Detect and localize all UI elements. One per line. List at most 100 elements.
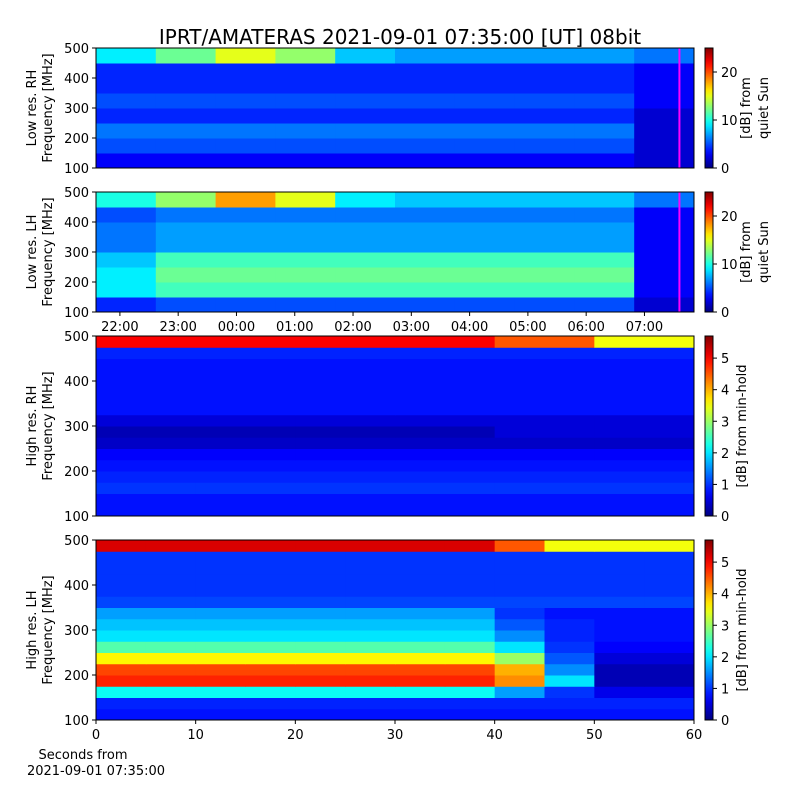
heatmap-cell — [494, 437, 595, 449]
heatmap-cell — [96, 504, 197, 517]
heatmap-cell — [454, 192, 516, 208]
heatmap-cell — [514, 63, 575, 79]
heatmap-cell — [96, 108, 157, 124]
heatmap-cell — [155, 93, 217, 109]
heatmap-cell — [574, 252, 635, 268]
heatmap-cell — [245, 562, 296, 575]
y-tick-label: 100 — [64, 306, 89, 321]
heatmap-cell — [295, 493, 396, 506]
heatmap-cell — [444, 551, 496, 563]
heatmap-cell — [594, 697, 645, 710]
heatmap-cell — [345, 675, 396, 687]
x-tick-label: 04:00 — [451, 320, 488, 335]
heatmap-cell — [215, 237, 276, 253]
heatmap-cell — [335, 78, 396, 94]
heatmap-cell — [594, 392, 695, 404]
heatmap-cell — [295, 630, 346, 642]
heatmap-cell — [335, 297, 396, 313]
heatmap-cell — [215, 252, 276, 268]
heatmap-cell — [395, 663, 446, 676]
heatmap-cell — [494, 493, 595, 506]
x-tick-label: 07:00 — [626, 320, 663, 335]
heatmap-cell — [574, 108, 635, 124]
heatmap-cell — [634, 123, 695, 139]
heatmap-cell — [145, 641, 197, 653]
heatmap-cell — [594, 551, 645, 563]
y-tick-label: 500 — [64, 186, 89, 201]
heatmap-cell — [494, 504, 595, 517]
heatmap-cell — [644, 708, 695, 721]
colorbar-tick-label: 4 — [721, 384, 729, 399]
heatmap-cell — [295, 618, 346, 631]
heatmap-cell — [444, 630, 496, 642]
heatmap-cell — [345, 618, 396, 631]
heatmap-cell — [335, 93, 396, 109]
colorbar-label: quiet Sun — [757, 77, 772, 139]
heatmap-cell — [96, 252, 157, 268]
heatmap-cell — [494, 618, 545, 631]
heatmap-cell — [96, 207, 157, 223]
colorbar — [704, 191, 714, 313]
heatmap-cell — [544, 663, 595, 676]
heatmap-cell — [145, 562, 197, 575]
heatmap-cell — [96, 358, 197, 371]
heatmap-cell — [195, 403, 296, 416]
heatmap-cell — [395, 437, 496, 449]
heatmap-cell — [335, 252, 396, 268]
heatmap-cell — [295, 426, 396, 438]
heatmap-cell — [644, 697, 695, 710]
heatmap-cell — [594, 686, 645, 698]
heatmap-cell — [195, 482, 296, 494]
heatmap-cell — [155, 138, 217, 154]
heatmap-cell — [195, 607, 246, 620]
heatmap-cell — [544, 630, 595, 642]
heatmap-cell — [96, 663, 147, 676]
heatmap-cell — [295, 573, 346, 586]
heatmap-cell — [96, 426, 197, 438]
heatmap-cell — [594, 336, 695, 348]
heatmap-cell — [275, 153, 336, 169]
heatmap-cell — [96, 63, 157, 79]
heatmap-cell — [275, 297, 336, 313]
heatmap-cell — [444, 663, 496, 676]
heatmap-cell — [195, 471, 296, 483]
heatmap-cell — [345, 596, 396, 608]
heatmap-cell — [395, 540, 446, 552]
heatmap-cell — [514, 222, 575, 238]
heatmap-cell — [96, 192, 157, 208]
heatmap-cell — [96, 482, 197, 494]
heatmap-cell — [494, 708, 545, 721]
heatmap-cell — [215, 267, 276, 283]
heatmap-cell — [444, 686, 496, 698]
heatmap-cell — [514, 123, 575, 139]
heatmap-cell — [594, 607, 645, 620]
heatmap-cell — [594, 596, 645, 608]
heatmap-cell — [444, 573, 496, 586]
heatmap-cell — [96, 493, 197, 506]
heatmap-cell — [96, 222, 157, 238]
heatmap-cell — [395, 686, 446, 698]
heatmap-cell — [245, 697, 296, 710]
heatmap-cell — [96, 48, 157, 64]
heatmap-cell — [644, 540, 695, 552]
heatmap-cell — [96, 282, 157, 298]
heatmap-cell — [644, 607, 695, 620]
heatmap-cell — [594, 403, 695, 416]
heatmap-cell — [544, 652, 595, 665]
heatmap-cell — [195, 540, 246, 552]
heatmap-cell — [494, 471, 595, 483]
heatmap-cell — [444, 618, 496, 631]
heatmap-cell — [295, 459, 396, 472]
heatmap-cell — [215, 78, 276, 94]
heatmap-cell — [215, 192, 276, 208]
heatmap-cell — [634, 222, 695, 238]
heatmap-cell — [634, 192, 695, 208]
heatmap-cell — [345, 708, 396, 721]
heatmap-cell — [634, 138, 695, 154]
heatmap-cell — [155, 123, 217, 139]
heatmap-cell — [345, 697, 396, 710]
heatmap-cell — [514, 282, 575, 298]
colorbar-tick-label: 10 — [721, 258, 738, 273]
colorbar-label: [dB] from — [739, 77, 754, 139]
y-tick-label: 300 — [64, 624, 89, 639]
